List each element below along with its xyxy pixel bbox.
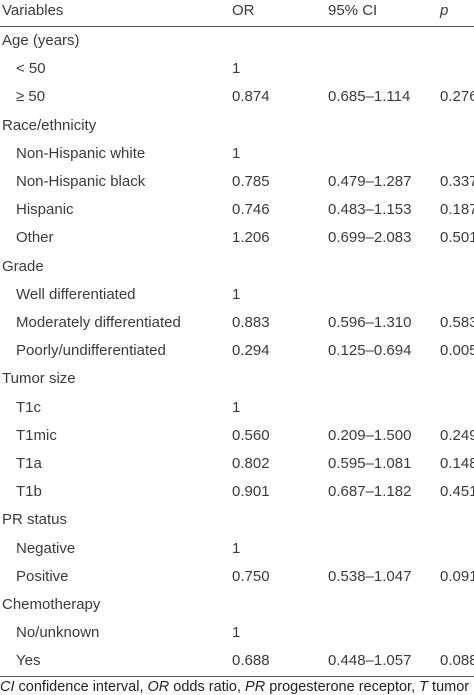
header-variables: Variables (2, 2, 64, 19)
p-value: 0.337 (440, 173, 474, 190)
footnote-definition: confidence interval, (18, 679, 144, 695)
footnote-abbr: T (419, 679, 429, 695)
group-label: Tumor size (2, 370, 76, 388)
odds-ratio: 0.750 (232, 567, 270, 585)
row-label: T1c (16, 398, 42, 416)
p-value: 0.249 (440, 426, 474, 444)
row-label: Positive (16, 567, 69, 585)
bottom-rule (0, 676, 474, 677)
confidence-interval: 0.479–1.287 (328, 173, 412, 190)
confidence-interval: 0.209–1.500 (328, 426, 412, 444)
odds-ratio: 0.746 (232, 201, 270, 219)
p-value: 0.148 (440, 455, 474, 472)
row-label: Non-Hispanic black (16, 173, 146, 190)
odds-ratio: 0.883 (232, 314, 270, 331)
odds-ratio: 1.206 (232, 229, 270, 247)
row-label: Yes (16, 652, 41, 670)
group-label: PR status (2, 511, 68, 529)
footnote-definition: progesterone receptor, (269, 679, 416, 695)
odds-ratio: 0.688 (232, 652, 270, 670)
row-label: Other (16, 229, 54, 247)
row-label: Non-Hispanic white (16, 144, 146, 162)
confidence-interval: 0.448–1.057 (328, 652, 412, 670)
header-p: p (440, 2, 449, 19)
row-label: No/unknown (16, 624, 100, 642)
p-value: 0.583 (440, 314, 474, 331)
header-ci: 95% CI (328, 2, 378, 19)
odds-ratio: 0.560 (232, 426, 270, 444)
confidence-interval: 0.685–1.114 (328, 88, 411, 106)
p-value: 0.187 (440, 201, 474, 219)
group-label: Age (years) (2, 32, 80, 49)
confidence-interval: 0.483–1.153 (328, 201, 412, 219)
p-value: 0.005 (440, 342, 474, 360)
group-label: Grade (2, 257, 44, 275)
odds-ratio: 0.802 (232, 455, 270, 472)
p-value: 0.088 (440, 652, 474, 670)
footnote-abbr: PR (245, 679, 266, 695)
odds-ratio: 1 (232, 60, 241, 78)
odds-ratio: 0.901 (232, 483, 270, 501)
confidence-interval: 0.538–1.047 (328, 567, 412, 585)
odds-ratio: 0.874 (232, 88, 270, 106)
row-label: Well differentiated (16, 285, 136, 303)
row-label: T1mic (16, 426, 57, 444)
confidence-interval: 0.687–1.182 (328, 483, 412, 501)
footnote: CI confidence interval, OR odds ratio, P… (0, 679, 469, 695)
odds-ratio: 1 (232, 398, 241, 416)
confidence-interval: 0.596–1.310 (328, 314, 412, 331)
footnote-definition: odds ratio, (173, 679, 241, 695)
row-label: Negative (16, 539, 76, 557)
group-label: Chemotherapy (2, 596, 101, 613)
row-label: < 50 (16, 60, 46, 78)
odds-ratio: 1 (232, 285, 241, 303)
p-value: 0.091 (440, 567, 474, 585)
confidence-interval: 0.595–1.081 (328, 455, 412, 472)
row-label: Moderately differentiated (16, 314, 181, 331)
p-value: 0.501 (440, 229, 474, 247)
odds-ratio: 0.294 (232, 342, 270, 360)
odds-ratio: 0.785 (232, 173, 270, 190)
group-label: Race/ethnicity (2, 116, 97, 134)
odds-ratio: 1 (232, 624, 241, 642)
header-rule (0, 26, 474, 27)
row-label: Hispanic (16, 201, 74, 219)
confidence-interval: 0.125–0.694 (328, 342, 412, 360)
header-or: OR (232, 2, 255, 19)
row-label: ≥ 50 (16, 88, 46, 106)
p-value: 0.276 (440, 88, 474, 106)
row-label: Poorly/undifferentiated (16, 342, 166, 360)
odds-ratio: 1 (232, 144, 241, 162)
row-label: T1b (16, 483, 42, 501)
footnote-definition: tumor (432, 679, 470, 695)
odds-ratio: 1 (232, 539, 241, 557)
confidence-interval: 0.699–2.083 (328, 229, 412, 247)
row-label: T1a (16, 455, 42, 472)
footnote-abbr: OR (147, 679, 170, 695)
footnote-abbr: CI (0, 679, 15, 695)
p-value: 0.451 (440, 483, 474, 501)
